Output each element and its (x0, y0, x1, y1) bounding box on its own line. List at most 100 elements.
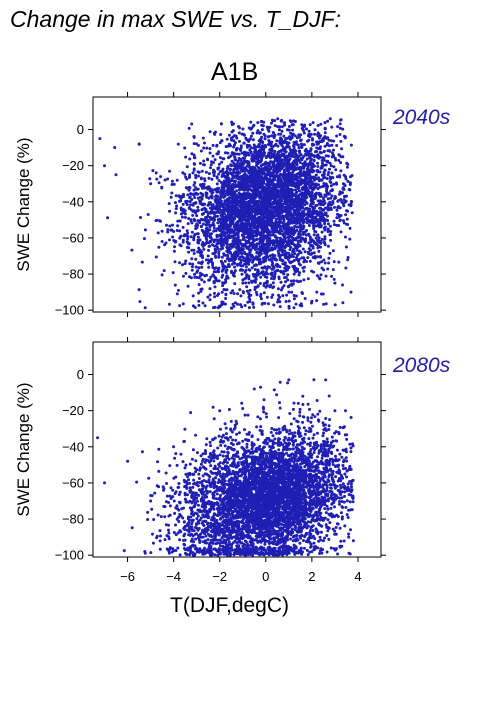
scatter-point (318, 212, 322, 216)
scatter-point (154, 171, 158, 175)
scatter-point (328, 200, 332, 204)
scatter-point (183, 146, 187, 150)
scatter-point (264, 194, 268, 198)
scatter-point (252, 257, 256, 261)
scatter-point (193, 219, 197, 223)
scatter-point (223, 199, 227, 203)
scatter-point (342, 221, 346, 225)
scatter-point (320, 164, 324, 168)
scatter-point (349, 143, 353, 147)
scatter-point (225, 169, 229, 173)
scatter-point (325, 143, 329, 147)
scatter-point (238, 177, 242, 181)
scatter-point (220, 241, 224, 245)
scatter-point (341, 187, 345, 191)
scatter-point (314, 193, 318, 197)
scatter-point (316, 199, 320, 203)
scatter-point (189, 235, 193, 239)
scatter-point (169, 228, 173, 232)
scatter-point (162, 269, 166, 273)
scatter-point (237, 230, 240, 234)
scatter-point (289, 198, 293, 202)
scatter-point (268, 142, 272, 146)
scatter-point (236, 209, 239, 213)
scatter-point (308, 135, 312, 139)
scatter-point (256, 268, 260, 272)
scatter-point (304, 148, 308, 152)
scatter-point (309, 177, 313, 181)
scatter-point (193, 275, 197, 279)
scatter-point (248, 165, 252, 169)
scatter-point (338, 126, 342, 130)
scatter-point (259, 252, 263, 256)
scatter-point (260, 175, 264, 179)
scatter-point (248, 178, 252, 182)
scatter-point (193, 156, 197, 160)
scatter-point (251, 200, 254, 204)
scatter-point (293, 151, 297, 155)
scatter-point (280, 129, 284, 133)
scatter-point (210, 160, 213, 164)
scatter-point (302, 174, 306, 178)
scatter-point (308, 152, 312, 156)
scatter-point (217, 250, 221, 254)
scatter-point (297, 189, 301, 193)
scatter-point (186, 237, 190, 241)
scatter-point (306, 209, 310, 213)
scatter-point (298, 250, 302, 254)
scatter-point (243, 212, 247, 216)
scatter-point (228, 196, 231, 200)
scatter-point (319, 273, 323, 277)
scatter-point (291, 198, 295, 202)
scatter-point (276, 298, 280, 302)
scatter-point (266, 127, 270, 131)
scatter-point (305, 201, 309, 205)
scatter-point (232, 179, 236, 183)
scatter-point (292, 272, 296, 276)
scatter-point (213, 285, 217, 289)
scatter-point (319, 194, 323, 198)
scatter-point (187, 217, 191, 220)
scatter-point (255, 273, 259, 277)
scatter-point (297, 154, 301, 158)
scatter-point (275, 236, 279, 240)
scatter-point (201, 207, 205, 211)
scatter-point (179, 206, 183, 210)
scatter-point (338, 190, 342, 194)
scatter-point (215, 144, 219, 148)
scatter-point (272, 303, 276, 307)
scatter-point (299, 198, 303, 202)
scatter-point (183, 215, 187, 219)
scatter-point (300, 126, 304, 130)
scatter-point (247, 306, 251, 310)
scatter-point (314, 242, 318, 246)
scatter-point (277, 277, 281, 281)
scatter-point (343, 184, 347, 187)
scatter-point (310, 191, 314, 195)
scatter-point (225, 257, 229, 261)
scatter-point (171, 235, 175, 239)
scatter-point (265, 183, 269, 187)
scatter-point (245, 197, 248, 200)
scatter-point (216, 238, 220, 242)
scatter-point (233, 205, 237, 208)
scatter-point (263, 168, 267, 172)
scatter-point (258, 142, 261, 146)
scatter-point (304, 170, 307, 174)
scatter-point (235, 238, 239, 242)
scatter-point (225, 242, 229, 246)
scatter-point (265, 267, 269, 271)
scatter-point (231, 273, 235, 277)
scatter-point (261, 301, 265, 305)
scatter-point (241, 167, 245, 171)
scatter-point (239, 148, 243, 152)
scatter-point (314, 177, 318, 181)
scatter-point (250, 195, 254, 199)
scatter-point (268, 125, 272, 129)
scatter-point (279, 136, 282, 140)
scatter-point (311, 162, 315, 166)
scatter-point (222, 209, 226, 213)
scatter-point (213, 132, 217, 136)
scatter-point (220, 290, 224, 294)
scatter-point (310, 165, 314, 169)
